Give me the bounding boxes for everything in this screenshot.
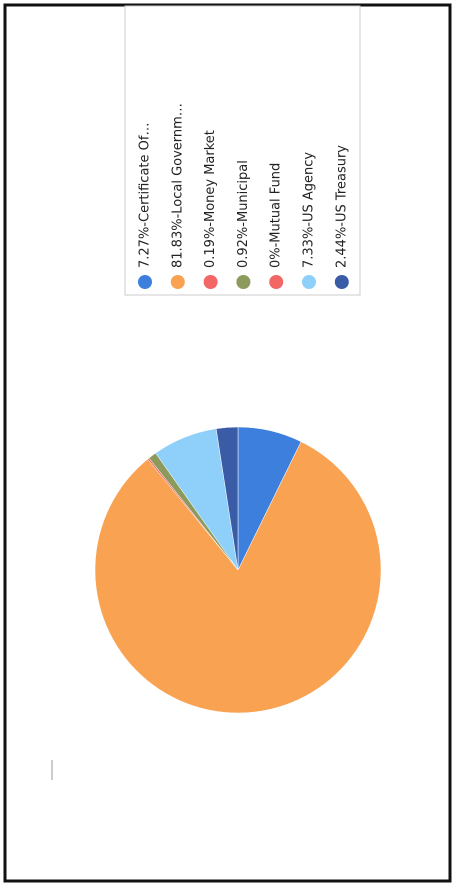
legend-marker	[334, 275, 349, 289]
legend-marker	[138, 275, 152, 289]
legend-label: 0%-Mutual Fund	[269, 163, 284, 268]
legend-box	[124, 5, 361, 296]
pie-slice	[215, 426, 239, 571]
legend-marker	[236, 275, 251, 289]
legend-marker	[269, 275, 284, 289]
legend-marker	[203, 275, 218, 289]
legend-label: 0.92%-Municipal	[236, 160, 251, 268]
legend-label: 7.27%-Certificate Of…	[138, 123, 153, 268]
pie-slice	[94, 441, 382, 714]
legend-label: 2.44%-US Treasury	[334, 145, 349, 268]
frame	[3, 3, 452, 883]
legend-label: 0.19%-Money Market	[203, 130, 218, 268]
legend-label: 7.33%-US Agency	[302, 152, 317, 268]
legend-label: 81.83%-Local Governm…	[170, 103, 185, 268]
legend-marker	[170, 275, 185, 289]
legend-marker	[302, 275, 316, 289]
